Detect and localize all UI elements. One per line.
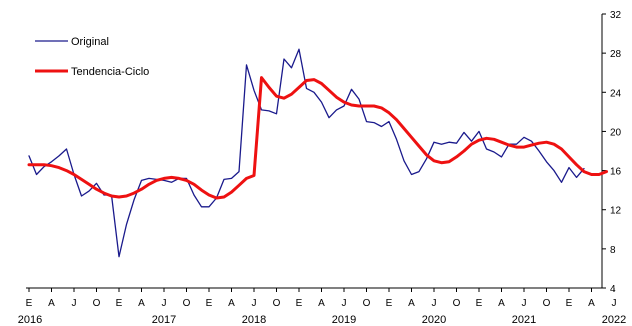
x-tick-label: E [26, 298, 33, 309]
y-tick-label: 8 [610, 245, 616, 256]
legend: Original Tendencia-Ciclo [35, 36, 149, 78]
x-tick-label: J [342, 298, 347, 309]
x-tick-label: A [228, 298, 235, 309]
x-tick-label: O [543, 298, 551, 309]
x-year-label: 2019 [332, 314, 356, 326]
x-year-label: 2022 [602, 314, 626, 326]
series-lines [27, 48, 608, 258]
x-tick-label: A [498, 298, 505, 309]
x-year-label: 2020 [422, 314, 446, 326]
x-tick-label: A [138, 298, 145, 309]
x-tick-label: A [408, 298, 415, 309]
legend-label-tendencia-ciclo: Tendencia-Ciclo [71, 66, 149, 78]
x-year-label: 2016 [18, 314, 42, 326]
x-tick-label: O [453, 298, 461, 309]
x-tick-label: E [386, 298, 393, 309]
y-tick-label: 32 [610, 10, 622, 21]
x-tick-label: E [116, 298, 123, 309]
x-year-label: 2021 [512, 314, 536, 326]
y-tick-label: 28 [610, 49, 622, 60]
x-tick-label: E [296, 298, 303, 309]
x-tick-label: E [566, 298, 573, 309]
series-line-original [28, 48, 585, 258]
x-year-label: 2017 [152, 314, 176, 326]
x-tick-label: E [476, 298, 483, 309]
x-tick-label: J [72, 298, 77, 309]
x-tick-label: O [273, 298, 281, 309]
x-tick-label: A [588, 298, 595, 309]
y-tick-label: 12 [610, 206, 622, 217]
legend-label-original: Original [71, 36, 109, 48]
series-line-tendencia-ciclo [27, 76, 608, 200]
x-tick-label: O [183, 298, 191, 309]
y-tick-label: 16 [610, 167, 622, 178]
y-tick-label: 24 [610, 88, 622, 99]
x-tick-label: E [206, 298, 213, 309]
y-tick-label: 20 [610, 127, 622, 138]
axes: 4 8 12 16 20 24 28 32 E A J O E A J O E A J O E A J O E A J O E A J O E A… [18, 10, 626, 326]
x-year-label: 2018 [242, 314, 266, 326]
x-tick-label: A [318, 298, 325, 309]
x-tick-label: O [363, 298, 371, 309]
x-tick-label: A [48, 298, 55, 309]
x-tick-label: J [252, 298, 257, 309]
x-tick-label: J [612, 298, 617, 309]
x-tick-label: J [432, 298, 437, 309]
x-tick-label: O [93, 298, 101, 309]
x-tick-label: J [162, 298, 167, 309]
y-tick-label: 4 [610, 284, 616, 295]
x-tick-label: J [522, 298, 527, 309]
